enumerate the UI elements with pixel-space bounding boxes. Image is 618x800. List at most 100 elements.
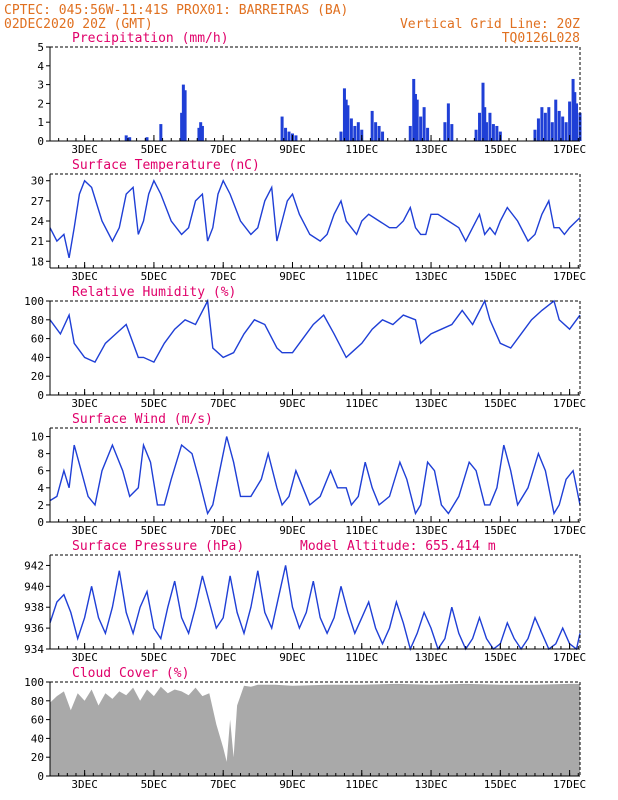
wind-x-tick-label: 11DEC	[345, 524, 378, 537]
temperature-x-tick-label: 11DEC	[345, 270, 378, 283]
precip-bar	[443, 122, 447, 141]
humidity-panel: Relative Humidity (%) 3DEC 5DEC 7DEC 9DEC 11…	[24, 285, 586, 410]
precip-y-tick-label: 4	[37, 60, 44, 73]
precip-bar	[124, 135, 128, 141]
header-location: CPTEC: 045:56W-11:41S PROX01: BARREIRAS …	[4, 3, 348, 18]
precip-bar	[495, 125, 499, 141]
cloud-x-tick-label: 9DEC	[279, 778, 306, 791]
cloud-x-tick-label: 13DEC	[414, 778, 447, 791]
wind-x-tick-label: 3DEC	[71, 524, 98, 537]
humidity-x-tick-label: 17DEC	[553, 397, 586, 410]
precip-bar	[426, 127, 430, 141]
precip-x-tick-label: 15DEC	[484, 143, 517, 156]
cloud-x-tick-label: 3DEC	[71, 778, 98, 791]
wind-line	[49, 436, 581, 516]
precip-bar	[287, 131, 291, 141]
pressure-y-tick-label: 942	[24, 559, 44, 572]
pressure-line	[49, 565, 581, 652]
precip-bar	[483, 107, 487, 141]
precip-x-tick-label: 13DEC	[414, 143, 447, 156]
pressure-x-tick-label: 15DEC	[484, 651, 517, 664]
cloud-x-tick-label: 11DEC	[345, 778, 378, 791]
precip-bar	[180, 112, 184, 141]
precip-bar	[183, 90, 187, 141]
precip-bar	[381, 131, 385, 141]
precip-bar	[571, 78, 575, 141]
precip-bar	[536, 118, 540, 141]
wind-title: Surface Wind (m/s)	[72, 412, 213, 427]
temperature-x-tick-label: 9DEC	[279, 270, 306, 283]
precip-bar	[344, 99, 348, 141]
precip-y-tick-label: 5	[37, 41, 44, 54]
humidity-y-tick-label: 80	[31, 314, 44, 327]
precip-bar	[339, 131, 343, 141]
precip-bar	[533, 129, 537, 141]
precip-bar	[450, 124, 454, 141]
precip-y-tick-label: 2	[37, 97, 44, 110]
precip-x-tick-label: 11DEC	[345, 143, 378, 156]
precip-bar	[446, 103, 450, 141]
temperature-x-tick-label: 17DEC	[553, 270, 586, 283]
precip-x-tick-label: 7DEC	[210, 143, 237, 156]
precip-bar	[578, 112, 582, 141]
precip-bar	[488, 112, 492, 141]
wind-y-tick-label: 6	[37, 465, 44, 478]
cloud-y-tick-label: 40	[31, 732, 44, 745]
precip-bar	[564, 122, 568, 141]
pressure-x-tick-label: 13DEC	[414, 651, 447, 664]
temperature-panel: Surface Temperature (nC) 3DEC 5DEC 7DEC 9DE…	[31, 158, 586, 283]
precipitation-title: Precipitation (mm/h)	[72, 31, 229, 46]
model-altitude: Model Altitude: 655.414 m	[300, 539, 496, 554]
precip-bar	[200, 125, 204, 141]
precip-bar	[342, 88, 346, 141]
wind-x-tick-label: 5DEC	[141, 524, 168, 537]
precip-bar	[197, 127, 201, 141]
precip-bar	[377, 125, 381, 141]
precip-bar	[159, 124, 163, 141]
temperature-y-tick-label: 24	[31, 215, 45, 228]
precip-bar	[413, 94, 417, 141]
cloud-x-tick-label: 15DEC	[484, 778, 517, 791]
pressure-y-tick-label: 940	[24, 580, 44, 593]
pressure-x-tick-label: 7DEC	[210, 651, 237, 664]
pressure-title: Surface Pressure (hPa)	[72, 539, 244, 554]
header-model: TQ0126L028	[502, 31, 580, 46]
precip-bar	[422, 107, 426, 141]
humidity-y-tick-label: 60	[31, 333, 44, 346]
wind-y-tick-label: 10	[31, 431, 44, 444]
precip-x-tick-label: 17DEC	[553, 143, 586, 156]
precip-bar	[550, 122, 554, 141]
precip-bar	[561, 116, 565, 141]
precip-bar	[145, 137, 149, 141]
precip-bar	[491, 124, 495, 141]
precip-bar	[554, 99, 558, 141]
wind-x-tick-label: 7DEC	[210, 524, 237, 537]
pressure-panel: Surface Pressure (hPa) Model Altitude: 6…	[24, 539, 586, 664]
humidity-x-tick-label: 9DEC	[279, 397, 306, 410]
cloud-x-tick-label: 7DEC	[210, 778, 237, 791]
precip-bar	[568, 101, 572, 141]
wind-y-tick-label: 4	[37, 482, 44, 495]
precip-bar	[294, 135, 298, 141]
precip-bar	[419, 116, 423, 141]
wind-x-tick-label: 13DEC	[414, 524, 447, 537]
wind-panel: Surface Wind (m/s) 3DEC 5DEC 7DEC 9DEC 11DEC…	[31, 412, 586, 537]
temperature-y-tick-label: 30	[31, 175, 44, 188]
humidity-x-tick-label: 11DEC	[345, 397, 378, 410]
humidity-y-tick-label: 40	[31, 351, 44, 364]
precip-x-tick-label: 3DEC	[71, 143, 98, 156]
pressure-y-tick-label: 938	[24, 601, 44, 614]
precip-bar	[284, 127, 288, 141]
pressure-y-tick-label: 934	[24, 643, 44, 656]
humidity-x-tick-label: 15DEC	[484, 397, 517, 410]
temperature-y-tick-label: 27	[31, 195, 44, 208]
pressure-x-tick-label: 11DEC	[345, 651, 378, 664]
header-grid-line: Vertical Grid Line: 20Z	[400, 17, 580, 32]
precip-bar	[408, 125, 412, 141]
cloud-y-tick-label: 80	[31, 695, 44, 708]
humidity-y-tick-label: 100	[24, 295, 44, 308]
humidity-title: Relative Humidity (%)	[72, 285, 236, 300]
precip-bar	[575, 103, 579, 141]
precip-bar	[353, 125, 357, 141]
precip-bar	[415, 99, 419, 141]
